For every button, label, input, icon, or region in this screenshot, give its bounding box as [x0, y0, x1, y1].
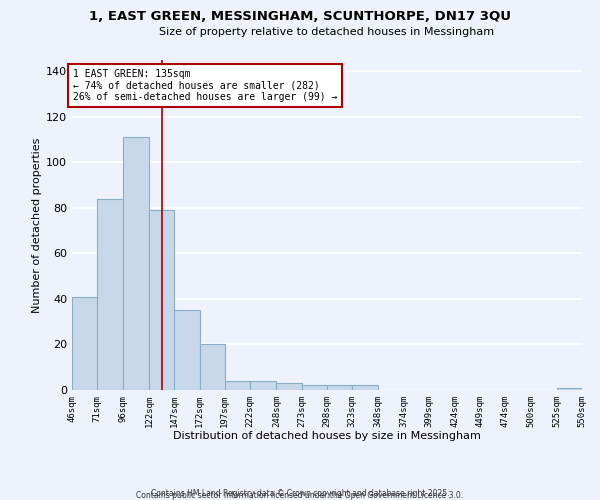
Text: 1 EAST GREEN: 135sqm
← 74% of detached houses are smaller (282)
26% of semi-deta: 1 EAST GREEN: 135sqm ← 74% of detached h… — [73, 69, 337, 102]
Bar — [302, 386, 327, 390]
Bar — [199, 344, 225, 390]
Text: 1, EAST GREEN, MESSINGHAM, SCUNTHORPE, DN17 3QU: 1, EAST GREEN, MESSINGHAM, SCUNTHORPE, D… — [89, 10, 511, 23]
Text: Contains HM Land Registry data © Crown copyright and database right 2025.: Contains HM Land Registry data © Crown c… — [151, 488, 449, 498]
Y-axis label: Number of detached properties: Number of detached properties — [32, 138, 42, 312]
Bar — [352, 386, 377, 390]
Bar — [557, 388, 582, 390]
Bar — [72, 296, 97, 390]
Bar — [250, 381, 277, 390]
Bar — [225, 381, 250, 390]
Bar — [149, 210, 174, 390]
Bar — [97, 199, 122, 390]
Title: Size of property relative to detached houses in Messingham: Size of property relative to detached ho… — [160, 27, 494, 37]
Bar — [327, 386, 352, 390]
X-axis label: Distribution of detached houses by size in Messingham: Distribution of detached houses by size … — [173, 432, 481, 442]
Text: Contains public sector information licensed under the Open Government Licence 3.: Contains public sector information licen… — [136, 491, 464, 500]
Bar — [122, 138, 149, 390]
Bar — [277, 383, 302, 390]
Bar — [174, 310, 199, 390]
